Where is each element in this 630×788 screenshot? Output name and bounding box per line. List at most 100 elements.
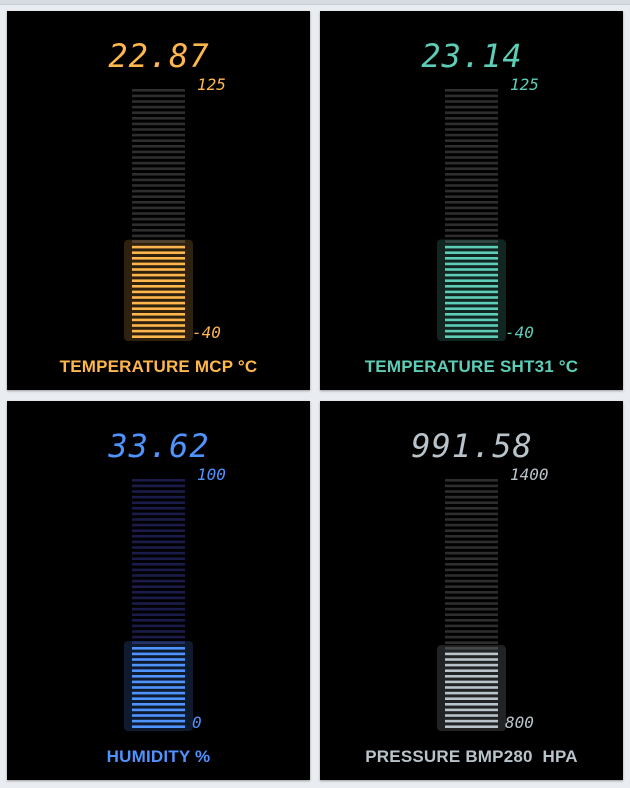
gauge-segment-empty [132, 94, 185, 98]
gauge-segment-empty [132, 518, 185, 521]
gauge-card-humidity: 33.62 100 0 HUMIDITY % [7, 401, 310, 780]
gauge-segment-empty [132, 490, 185, 493]
gauge-segment-filled [445, 301, 498, 305]
gauge-segment-filled [445, 335, 498, 338]
gauge-min-label: 800 [505, 713, 534, 732]
gauge-segment-filled [445, 296, 498, 299]
gauge-segment-empty [132, 156, 185, 159]
gauge-glow [124, 640, 193, 731]
gauge-segment-empty [445, 89, 498, 92]
gauge-segment-empty [445, 591, 498, 594]
gauge-segment-filled [132, 285, 185, 288]
gauge-segment-empty [445, 150, 498, 154]
gauge-segment-empty [132, 111, 185, 114]
gauge-segment-empty [445, 173, 498, 176]
gauge-svg: 22.87 125 -40 [108, 37, 226, 342]
gauge-segment-empty [445, 647, 498, 650]
gauge-segment-empty [445, 501, 498, 504]
gauge-segment-empty [132, 89, 185, 92]
gauge-segment-filled [445, 703, 498, 706]
gauge-segment-empty [445, 495, 498, 499]
gauge-segment-filled [445, 307, 498, 310]
gauge-segment-filled [132, 290, 185, 294]
gauge-segment-filled [445, 245, 498, 249]
gauge-max-label: 125 [510, 75, 539, 94]
gauge-segment-empty [132, 563, 185, 566]
gauge-segment-filled [132, 719, 185, 723]
gauge-min-label: -40 [505, 323, 534, 342]
gauge-segment-empty [132, 540, 185, 544]
gauge-segment-empty [445, 201, 498, 204]
gauge-segment-empty [132, 184, 185, 187]
gauge-title: TEMPERATURE SHT31 °C [364, 357, 579, 376]
gauge-segment-filled [132, 703, 185, 706]
gauge-segment-empty [132, 212, 185, 215]
gauge-segment-filled [132, 313, 185, 316]
gauge-segment-empty [132, 574, 185, 577]
gauge-segment-filled [132, 680, 185, 684]
gauge-segment-filled [445, 324, 498, 327]
gauge-segment-empty [445, 100, 498, 103]
gauge-segment-empty [445, 229, 498, 232]
gauge-segment-empty [445, 479, 498, 482]
gauge-segment-filled [445, 663, 498, 667]
gauge-segment-empty [445, 133, 498, 137]
gauge-segment-empty [132, 501, 185, 504]
gauge-fill [124, 640, 193, 731]
gauge-segment-filled [132, 675, 185, 678]
gauge-fill [437, 645, 506, 731]
gauge-segment-filled [132, 273, 185, 277]
gauge-segment-empty [445, 117, 498, 120]
gauge-segment-empty [132, 223, 185, 226]
gauge-segment-empty [132, 529, 185, 532]
gauge-segment-empty [132, 635, 185, 639]
gauge-segment-filled [132, 697, 185, 700]
gauge-segment-empty [132, 579, 185, 583]
gauge-segment-empty [445, 540, 498, 544]
gauge-segment-empty [445, 630, 498, 633]
gauge-value: 23.14 [421, 37, 522, 75]
gauge-segment-empty [132, 217, 185, 221]
gauge-segment-empty [132, 591, 185, 594]
gauge-segment-filled [132, 301, 185, 305]
gauge-segment-filled [445, 686, 498, 689]
gauge-segment-empty [132, 133, 185, 137]
gauge-card-pressure: 991.58 1400 800 PRESSURE BMP280 HPA [320, 401, 623, 780]
gauge-value: 22.87 [108, 37, 209, 75]
gauge-segment-empty [445, 217, 498, 221]
gauge-segment-empty [132, 535, 185, 538]
gauge-segment-filled [132, 318, 185, 322]
gauge-segment-filled [132, 257, 185, 260]
gauge-segment-empty [445, 161, 498, 165]
gauge-svg: 991.58 1400 800 [411, 427, 548, 732]
gauge-card-temperature-mcp: 22.87 125 -40 TEMPERATURE MCP °C [7, 11, 310, 390]
gauge-svg: 33.62 100 0 [107, 427, 226, 732]
gauge-segment-empty [445, 105, 498, 109]
gauge-segment-filled [132, 658, 185, 661]
gauge-segment-filled [445, 262, 498, 266]
gauge-segment-empty [445, 212, 498, 215]
gauge-segment-empty [132, 150, 185, 154]
gauge-track [132, 89, 185, 243]
gauge-max-label: 125 [197, 75, 226, 94]
gauge-segment-empty [132, 122, 185, 126]
gauge-track [445, 479, 498, 650]
gauge-segment-filled [132, 329, 185, 333]
gauge-segment-filled [445, 680, 498, 684]
gauge-segment-empty [132, 512, 185, 516]
gauge-segment-empty [445, 145, 498, 148]
gauge-segment-empty [445, 529, 498, 532]
gauge-segment-empty [132, 585, 185, 588]
gauge-segment-empty [132, 557, 185, 560]
gauge-segment-empty [132, 178, 185, 182]
gauge-segment-empty [132, 551, 185, 555]
gauge-segment-filled [445, 658, 498, 661]
gauge-segment-empty [445, 568, 498, 572]
gauge-segment-empty [445, 490, 498, 493]
gauge-segment-empty [132, 641, 185, 644]
gauge-segment-empty [132, 240, 185, 243]
gauge-segment-filled [132, 262, 185, 266]
gauge-fill [124, 239, 193, 341]
gauge-segment-empty [445, 507, 498, 510]
gauge-segment-empty [132, 189, 185, 193]
